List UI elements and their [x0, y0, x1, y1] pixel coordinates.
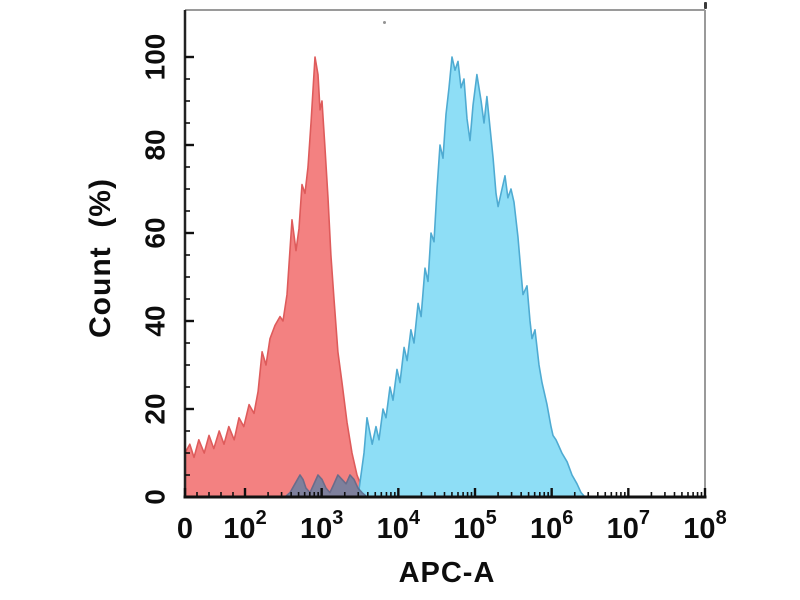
artifact-dot-plot: [383, 21, 386, 24]
x-tick-label: 106: [530, 507, 573, 545]
x-tick-label: 102: [223, 507, 266, 545]
y-axis-title: Count (%): [84, 178, 117, 338]
y-tick-label: 100: [140, 34, 171, 81]
x-tick-label: 0: [177, 513, 193, 545]
y-tick-label: 20: [140, 393, 171, 424]
y-tick-label: 80: [140, 129, 171, 160]
series-blue-histogram: [357, 56, 586, 498]
x-tick-label: 104: [377, 507, 421, 545]
y-tick-label: 0: [140, 489, 171, 505]
y-tick-label: 40: [140, 305, 171, 336]
x-tick-label: 108: [683, 507, 726, 545]
x-tick-label: 105: [453, 507, 496, 545]
x-axis-title: APC-A: [398, 557, 496, 589]
series-slate-histogram: [284, 474, 368, 498]
x-tick-label: 107: [607, 507, 650, 545]
artifact-dot-corner: [704, 2, 707, 9]
series-red-histogram: [184, 56, 368, 498]
y-tick-label: 60: [140, 217, 171, 248]
x-tick-label: 103: [300, 507, 343, 545]
